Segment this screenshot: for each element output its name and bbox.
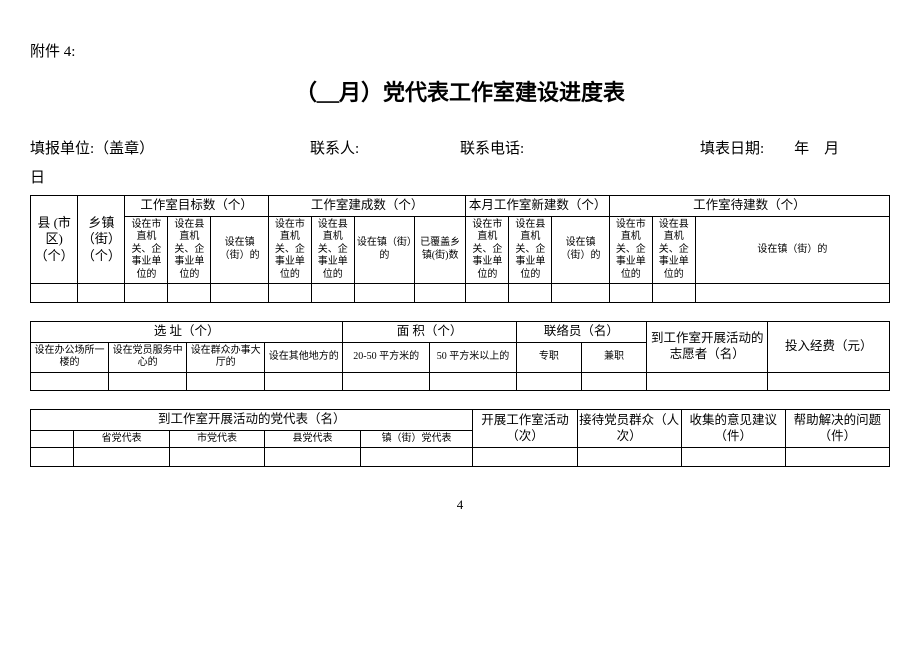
cell: 设在县直机关、企事业单位的 bbox=[509, 216, 552, 284]
cell bbox=[430, 372, 517, 391]
cell: 20-50 平方米的 bbox=[343, 342, 430, 372]
cell: 设在群众办事大厅的 bbox=[187, 342, 265, 372]
cell bbox=[516, 372, 581, 391]
meta-unit: 填报单位:（盖章） bbox=[30, 137, 310, 158]
cell bbox=[581, 372, 646, 391]
cell bbox=[695, 284, 889, 303]
page-title: （＿月）党代表工作室建设进度表 bbox=[30, 75, 890, 107]
meta-phone: 联系电话: bbox=[460, 137, 700, 158]
col-solved: 帮助解决的问题（件） bbox=[785, 410, 889, 448]
col-funds: 投入经费（元） bbox=[768, 321, 890, 372]
cell bbox=[473, 448, 577, 467]
table-3: 到工作室开展活动的党代表（名） 开展工作室活动（次） 接待党员群众（人次） 收集… bbox=[30, 409, 890, 467]
cell bbox=[78, 284, 125, 303]
cell bbox=[265, 372, 343, 391]
col-reception: 接待党员群众（人次） bbox=[577, 410, 681, 448]
cell bbox=[343, 372, 430, 391]
meta-contact: 联系人: bbox=[310, 137, 460, 158]
table-row: 到工作室开展活动的党代表（名） 开展工作室活动（次） 接待党员群众（人次） 收集… bbox=[31, 410, 890, 431]
cell bbox=[31, 448, 74, 467]
cell: 设在县直机关、企事业单位的 bbox=[168, 216, 211, 284]
col-county: 县 (市区)（个） bbox=[31, 196, 78, 284]
cell: 设在办公场所一楼的 bbox=[31, 342, 109, 372]
cell: 已覆盖乡镇(街)数 bbox=[414, 216, 466, 284]
cell bbox=[509, 284, 552, 303]
table-row: 选 址（个） 面 积（个） 联络员（名） 到工作室开展活动的志愿者（名） 投入经… bbox=[31, 321, 890, 342]
col-opinions: 收集的意见建议（件） bbox=[681, 410, 785, 448]
table-row bbox=[31, 284, 890, 303]
group-target: 工作室目标数（个） bbox=[125, 196, 268, 217]
table-row: 县 (市区)（个） 乡镇（街）（个） 工作室目标数（个） 工作室建成数（个） 本… bbox=[31, 196, 890, 217]
cell: 设在其他地方的 bbox=[265, 342, 343, 372]
cell: 市党代表 bbox=[169, 430, 264, 448]
cell bbox=[577, 448, 681, 467]
cell bbox=[552, 284, 610, 303]
group-pending: 工作室待建数（个） bbox=[609, 196, 889, 217]
group-liaison: 联络员（名） bbox=[516, 321, 646, 342]
group-new: 本月工作室新建数（个） bbox=[466, 196, 609, 217]
meta-row: 填报单位:（盖章） 联系人: 联系电话: 填表日期: 年 月 bbox=[30, 137, 890, 158]
cell: 设在党员服务中心的 bbox=[109, 342, 187, 372]
cell bbox=[414, 284, 466, 303]
cell bbox=[74, 448, 169, 467]
cell: 设在市直机关、企事业单位的 bbox=[125, 216, 168, 284]
cell: 县党代表 bbox=[265, 430, 360, 448]
cell bbox=[681, 448, 785, 467]
table-row bbox=[31, 372, 890, 391]
cell bbox=[31, 284, 78, 303]
cell bbox=[360, 448, 473, 467]
cell: 设在县直机关、企事业单位的 bbox=[652, 216, 695, 284]
cell: 兼职 bbox=[581, 342, 646, 372]
cell: 专职 bbox=[516, 342, 581, 372]
cell bbox=[652, 284, 695, 303]
cell bbox=[31, 430, 74, 448]
cell bbox=[768, 372, 890, 391]
group-area: 面 积（个） bbox=[343, 321, 517, 342]
col-town: 乡镇（街）（个） bbox=[78, 196, 125, 284]
cell bbox=[354, 284, 414, 303]
cell bbox=[609, 284, 652, 303]
cell: 设在市直机关、企事业单位的 bbox=[466, 216, 509, 284]
group-location: 选 址（个） bbox=[31, 321, 343, 342]
cell bbox=[265, 448, 360, 467]
cell bbox=[466, 284, 509, 303]
cell: 镇（街）党代表 bbox=[360, 430, 473, 448]
cell bbox=[109, 372, 187, 391]
cell: 设在市直机关、企事业单位的 bbox=[268, 216, 311, 284]
cell: 设在镇（街）的 bbox=[695, 216, 889, 284]
cell bbox=[647, 372, 768, 391]
meta-date-tail: 日 bbox=[30, 166, 890, 187]
cell bbox=[785, 448, 889, 467]
attachment-label: 附件 4: bbox=[30, 40, 890, 61]
cell bbox=[311, 284, 354, 303]
cell: 设在县直机关、企事业单位的 bbox=[311, 216, 354, 284]
table-2: 选 址（个） 面 积（个） 联络员（名） 到工作室开展活动的志愿者（名） 投入经… bbox=[30, 321, 890, 391]
cell: 设在镇（街）的 bbox=[211, 216, 269, 284]
cell: 省党代表 bbox=[74, 430, 169, 448]
cell bbox=[31, 372, 109, 391]
cell bbox=[125, 284, 168, 303]
col-activities: 开展工作室活动（次） bbox=[473, 410, 577, 448]
cell: 设在市直机关、企事业单位的 bbox=[609, 216, 652, 284]
group-built: 工作室建成数（个） bbox=[268, 196, 466, 217]
cell bbox=[268, 284, 311, 303]
cell: 50 平方米以上的 bbox=[430, 342, 517, 372]
cell bbox=[169, 448, 264, 467]
table-row bbox=[31, 448, 890, 467]
page-number: 4 bbox=[30, 497, 890, 513]
cell: 设在镇（街）的 bbox=[552, 216, 610, 284]
meta-date: 填表日期: 年 月 bbox=[700, 137, 890, 158]
table-1: 县 (市区)（个） 乡镇（街）（个） 工作室目标数（个） 工作室建成数（个） 本… bbox=[30, 195, 890, 303]
col-volunteers: 到工作室开展活动的志愿者（名） bbox=[647, 321, 768, 372]
cell bbox=[187, 372, 265, 391]
cell bbox=[211, 284, 269, 303]
table-row: 设在市直机关、企事业单位的 设在县直机关、企事业单位的 设在镇（街）的 设在市直… bbox=[31, 216, 890, 284]
group-delegates: 到工作室开展活动的党代表（名） bbox=[31, 410, 473, 431]
cell: 设在镇（街）的 bbox=[354, 216, 414, 284]
cell bbox=[168, 284, 211, 303]
